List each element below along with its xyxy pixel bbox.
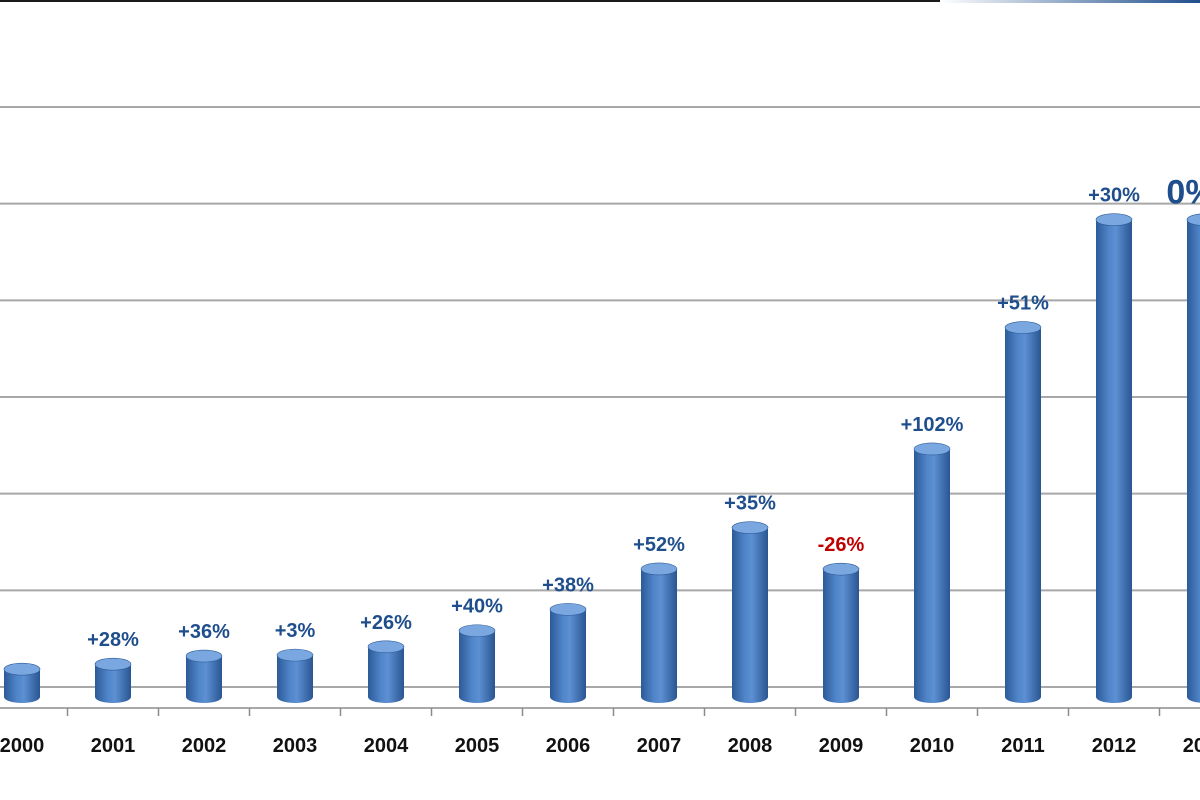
data-label-2004: +26% [360,612,412,634]
x-axis: 2000 2001 2002 2003 2004 2005 2006 2007 2008 2009… [0,707,1200,757]
bar-2010 [913,442,951,703]
data-label-2002: +36% [178,621,230,643]
bar-2008 [731,521,769,703]
bar-body-2006 [550,609,586,703]
bar-top-2003 [276,648,314,662]
bar-2013 [1186,213,1200,703]
data-label-2011: +51% [997,293,1049,315]
bar-2004 [367,640,405,703]
bars [3,213,1200,703]
x-tick-label-2011: 2011 [1001,735,1044,757]
bar-2001 [94,657,132,703]
bar-top-2001 [94,657,132,671]
x-tick-label-2003: 2003 [273,735,318,757]
bar-body-2005 [459,630,495,703]
data-label-2005: +40% [451,596,503,618]
bar-top-2006 [549,603,587,616]
x-tick-label-2000: 2000 [0,735,44,757]
bar-2006 [549,603,587,703]
bar-2009 [822,562,860,703]
data-label-2012: +30% [1088,185,1140,207]
data-label-2010: +102% [901,414,964,436]
bar-body-2003 [277,655,313,703]
data-label-2001: +28% [87,629,139,651]
top-border-line [0,0,1200,2]
bar-top-2002 [185,649,223,663]
bar-body-2008 [732,527,768,703]
bar-body-2012 [1096,219,1132,703]
bar-top-2008 [731,521,769,534]
x-tick-label-2002: 2002 [182,735,227,757]
bar-body-2011 [1005,327,1041,703]
data-labels: +28% +36% +3% +26% +40% +38% +52% +35% -26% +102%… [87,174,1200,652]
x-tick-label-2013: 2013 [1183,735,1200,757]
data-label-2013: 0% [1166,174,1200,212]
bar-2007 [640,562,678,703]
bar-body-2001 [95,664,131,703]
bar-top-2007 [640,562,678,576]
x-tick-label-2008: 2008 [728,735,773,757]
bar-body-2010 [914,448,950,703]
bar-body-2000 [4,669,40,703]
bar-2012 [1095,213,1133,703]
bar-2003 [276,648,314,703]
data-label-2003: +3% [275,620,316,642]
bar-2000 [3,662,41,703]
data-label-2007: +52% [633,534,685,556]
data-label-2006: +38% [542,574,594,596]
x-tick-label-2012: 2012 [1092,735,1137,757]
bar-top-2012 [1095,213,1133,226]
bar-body-2009 [823,569,859,703]
bar-body-2007 [641,568,677,703]
bar-2005 [458,624,496,703]
bar-top-2000 [3,662,41,676]
x-tick-label-2007: 2007 [637,735,682,757]
x-tick-label-2004: 2004 [364,735,409,757]
bar-top-2005 [458,624,496,638]
data-label-2008: +35% [724,493,776,515]
bar-body-2004 [368,646,404,703]
top-border-accent [940,0,1200,3]
bar-top-2004 [367,640,405,654]
x-tick-label-2010: 2010 [910,735,955,757]
bar-top-2011 [1004,321,1042,334]
bar-2011 [1004,321,1042,703]
x-tick-label-2006: 2006 [546,735,591,757]
bar-top-2010 [913,442,951,456]
bar-top-2013 [1186,213,1200,226]
gridlines [0,106,1200,688]
bar-body-2013 [1187,219,1200,703]
x-tick-label-2009: 2009 [819,735,864,757]
bar-2002 [185,649,223,703]
data-label-2009: -26% [818,534,865,556]
bar-body-2002 [186,656,222,703]
x-tick-label-2001: 2001 [91,735,136,757]
x-tick-label-2005: 2005 [455,735,500,757]
bar-top-2009 [822,562,860,576]
